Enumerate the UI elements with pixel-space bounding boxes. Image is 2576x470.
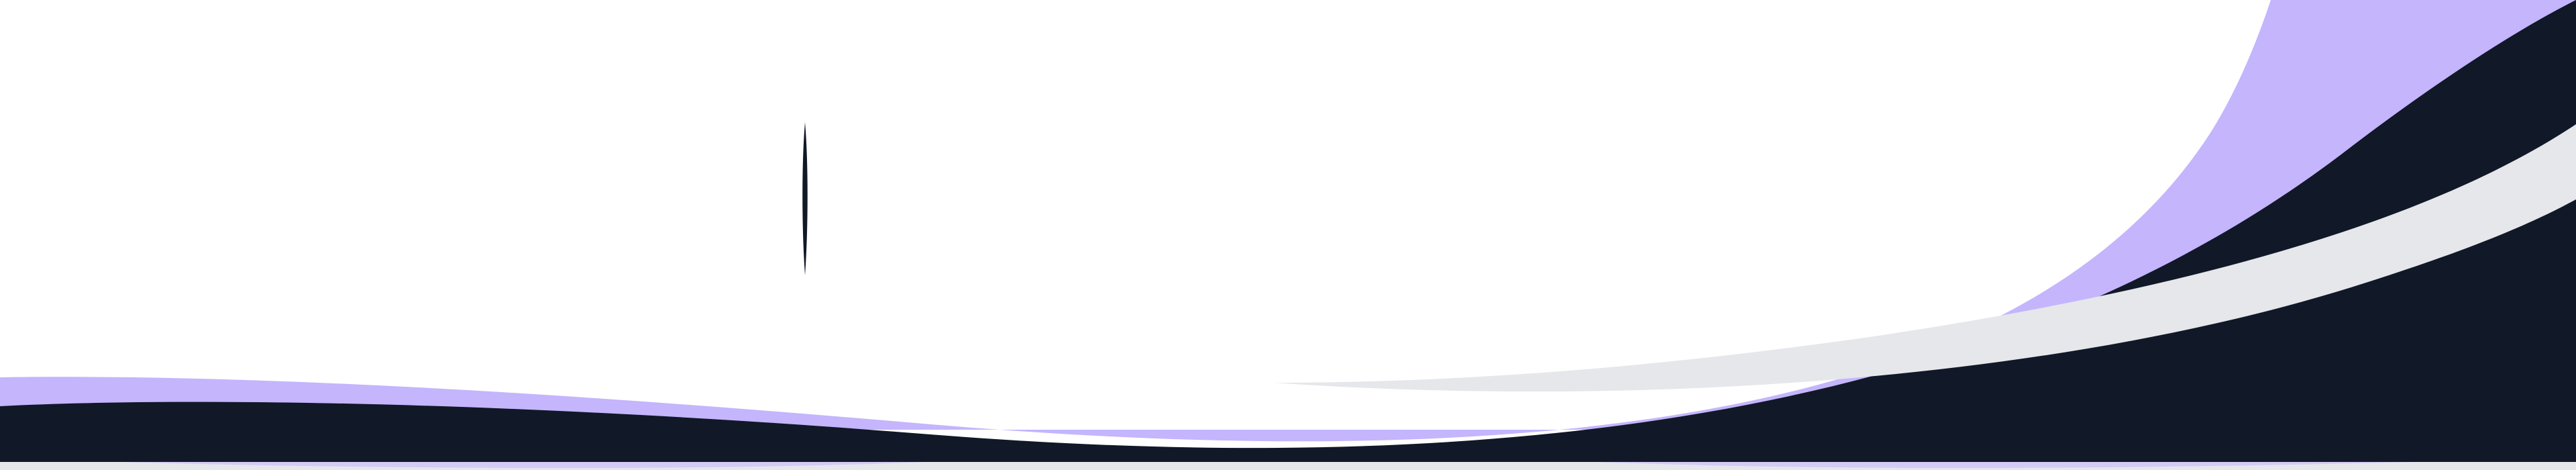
bottom-strip-lavender-right	[1597, 462, 2415, 468]
text-cursor-icon	[802, 122, 808, 275]
gray-ribbon	[1275, 124, 2576, 392]
bottom-strip-lavender-left	[121, 462, 926, 468]
